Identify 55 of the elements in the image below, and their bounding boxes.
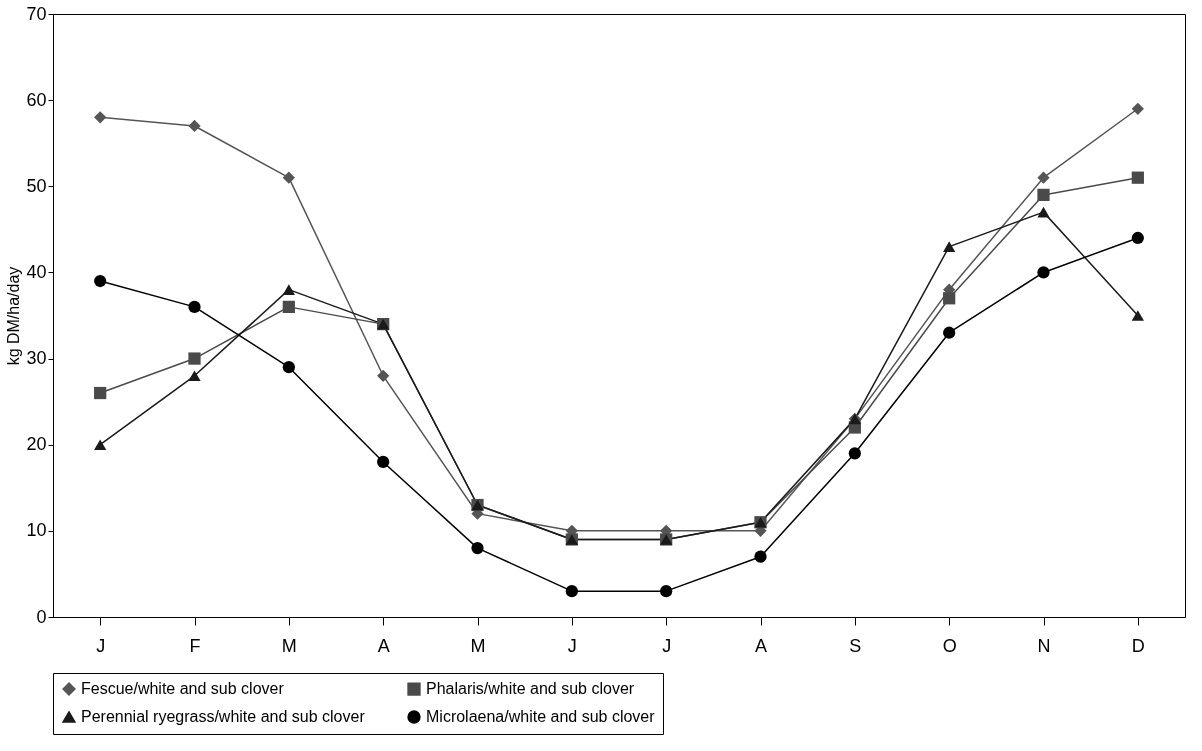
point [282, 284, 295, 295]
y-tick-label: 0 [36, 606, 47, 627]
point [943, 292, 956, 305]
point [94, 274, 107, 288]
point [188, 119, 201, 133]
point [1037, 206, 1050, 218]
point [848, 447, 861, 460]
y-tick-label: 50 [26, 175, 47, 196]
x-tick-label: F [189, 635, 201, 656]
point [943, 326, 956, 339]
y-tick-label: 70 [26, 3, 47, 24]
x-tick-label: J [567, 635, 577, 656]
point [94, 111, 107, 124]
point [471, 541, 484, 555]
point [660, 585, 673, 598]
x-tick-label: M [470, 635, 486, 656]
point [282, 171, 295, 184]
legend-label: Fescue/white and sub clover [81, 680, 285, 698]
legend-label: Microlaena/white and sub clover [426, 708, 656, 725]
point [754, 550, 767, 563]
x-tick-label: O [942, 635, 957, 656]
legend-label: Perennial ryegrass/white and sub clover [81, 708, 366, 725]
point [1037, 266, 1050, 279]
point [377, 369, 390, 382]
point [1037, 171, 1050, 184]
point [1131, 102, 1144, 115]
y-tick-label: 10 [26, 520, 47, 541]
y-tick-label: 20 [26, 434, 47, 455]
point [1131, 171, 1144, 184]
point [565, 585, 578, 598]
point [94, 439, 107, 451]
y-tick-label: 40 [26, 261, 47, 282]
x-tick-label: S [849, 635, 862, 656]
x-tick-label: A [754, 635, 768, 656]
point [188, 300, 201, 313]
point [1131, 310, 1144, 321]
point [282, 300, 295, 314]
x-tick-label: A [377, 635, 390, 656]
point [377, 455, 390, 469]
x-tick-label: D [1131, 635, 1145, 656]
point [94, 386, 107, 400]
point [282, 361, 295, 374]
x-tick-label: M [281, 635, 297, 656]
x-tick-label: J [96, 635, 106, 656]
x-tick-label: N [1037, 635, 1051, 656]
point [1131, 231, 1144, 245]
x-tick-label: J [662, 635, 672, 656]
point [1037, 188, 1050, 202]
point [188, 370, 201, 382]
y-tick-label: 30 [26, 348, 47, 369]
y-axis-title: kg DM/ha/day [5, 266, 23, 366]
point [943, 241, 956, 252]
point [188, 352, 201, 365]
y-tick-label: 60 [26, 89, 47, 110]
legend-label: Phalaris/white and sub clover [426, 680, 635, 698]
